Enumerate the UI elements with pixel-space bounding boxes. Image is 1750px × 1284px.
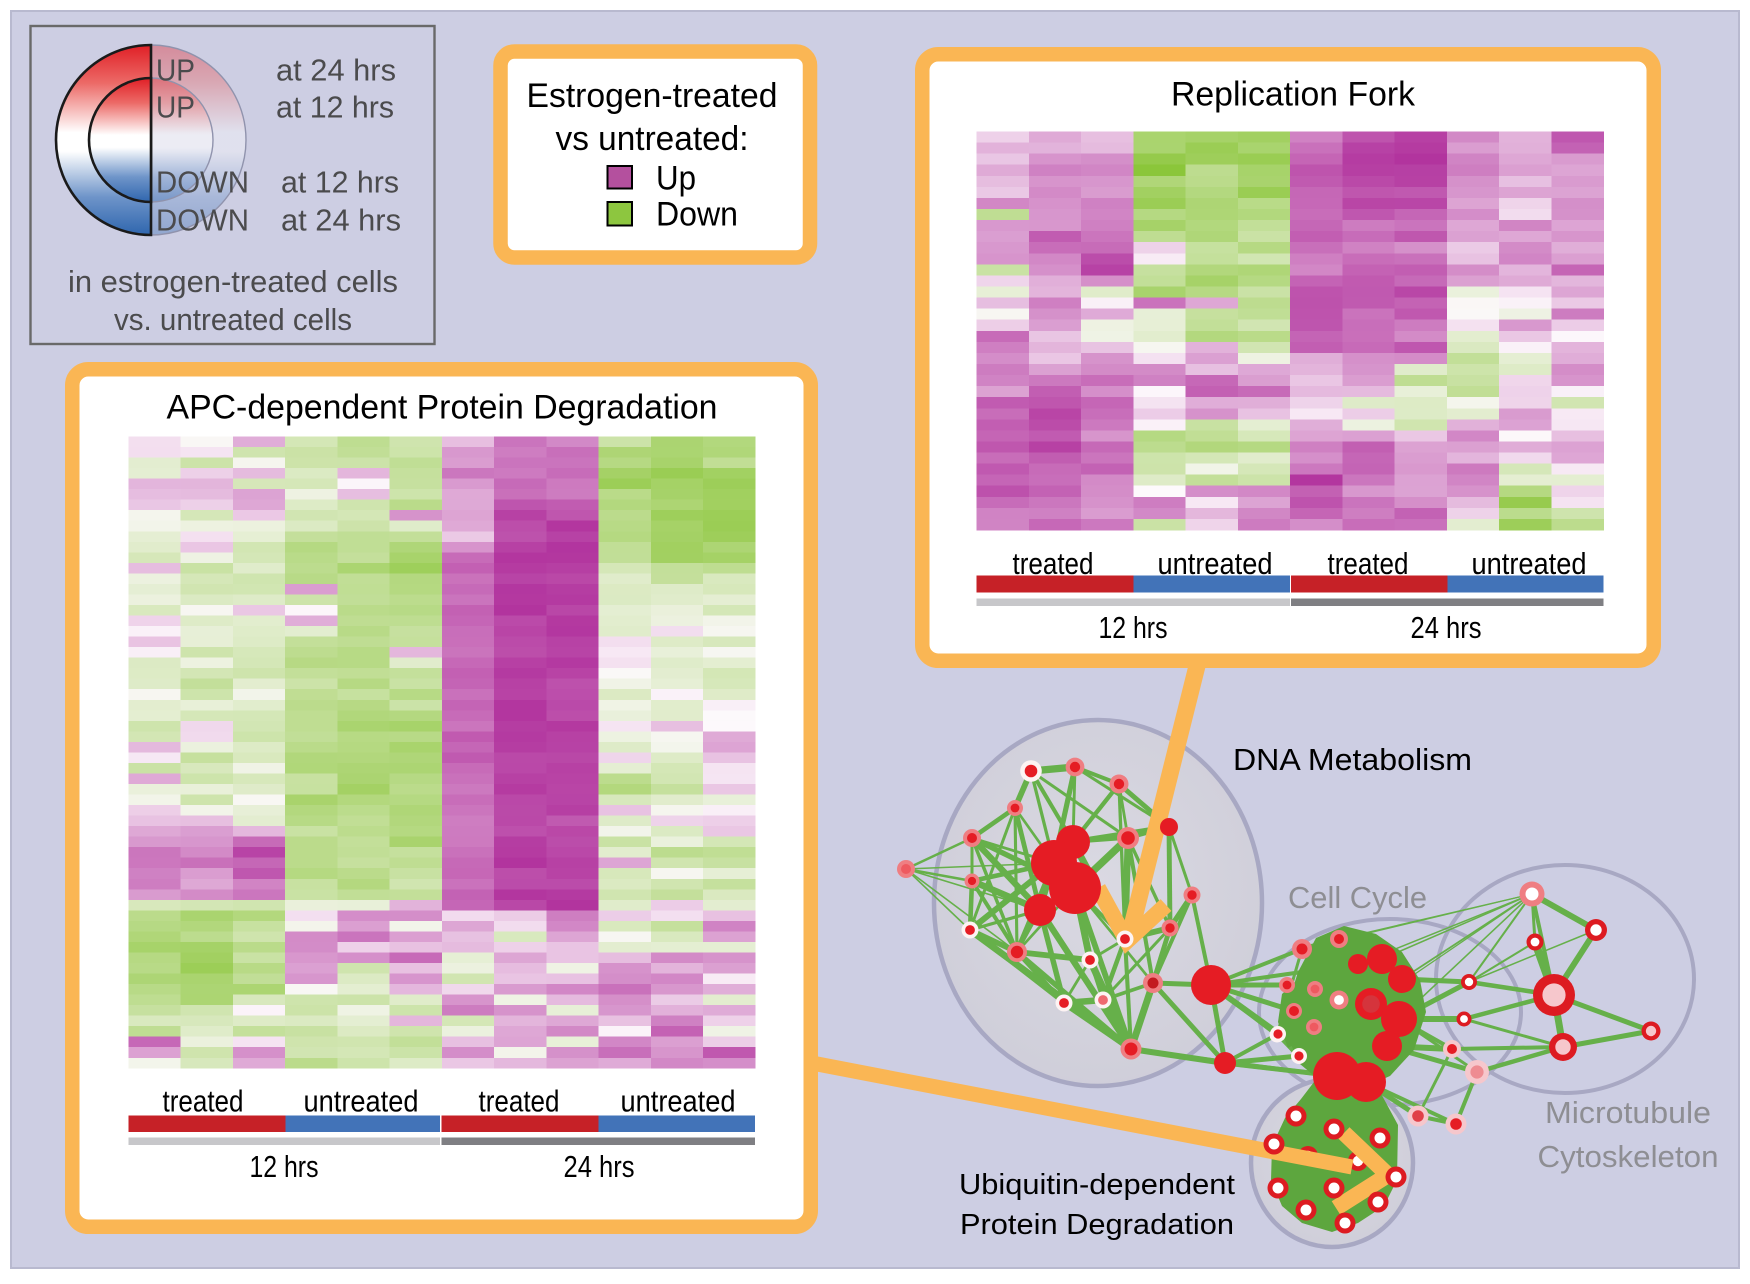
- svg-text:Replication Fork: Replication Fork: [1171, 76, 1416, 114]
- svg-text:untreated: untreated: [621, 1084, 736, 1119]
- svg-text:DOWN: DOWN: [156, 202, 249, 237]
- svg-text:DNA Metabolism: DNA Metabolism: [1233, 742, 1472, 777]
- svg-text:UP: UP: [156, 90, 195, 125]
- svg-text:at 12 hrs: at 12 hrs: [276, 90, 394, 125]
- svg-text:12 hrs: 12 hrs: [1099, 610, 1168, 645]
- svg-text:untreated: untreated: [1472, 546, 1587, 581]
- svg-text:in estrogen-treated cells: in estrogen-treated cells: [68, 264, 398, 299]
- svg-text:treated: treated: [479, 1084, 560, 1119]
- svg-text:UP: UP: [156, 53, 195, 88]
- svg-text:Estrogen-treated: Estrogen-treated: [527, 77, 778, 115]
- svg-text:Up: Up: [656, 160, 696, 198]
- svg-text:12 hrs: 12 hrs: [250, 1149, 319, 1184]
- svg-text:untreated: untreated: [304, 1084, 419, 1119]
- svg-text:at 12 hrs: at 12 hrs: [281, 165, 399, 200]
- svg-text:Protein Degradation: Protein Degradation: [960, 1209, 1234, 1241]
- svg-text:24 hrs: 24 hrs: [564, 1149, 635, 1184]
- svg-text:Cytoskeleton: Cytoskeleton: [1538, 1139, 1719, 1174]
- svg-text:at 24 hrs: at 24 hrs: [276, 53, 396, 88]
- svg-text:DOWN: DOWN: [156, 165, 249, 200]
- svg-text:treated: treated: [1328, 546, 1409, 581]
- svg-text:Ubiquitin-dependent: Ubiquitin-dependent: [959, 1169, 1235, 1201]
- svg-text:vs untreated:: vs untreated:: [556, 120, 749, 158]
- svg-text:treated: treated: [163, 1084, 244, 1119]
- svg-text:untreated: untreated: [1158, 546, 1273, 581]
- svg-text:treated: treated: [1013, 546, 1094, 581]
- svg-text:at 24 hrs: at 24 hrs: [281, 202, 401, 237]
- svg-text:Cell Cycle: Cell Cycle: [1288, 880, 1427, 915]
- svg-text:vs. untreated cells: vs. untreated cells: [114, 302, 352, 337]
- svg-text:APC-dependent Protein Degradat: APC-dependent Protein Degradation: [167, 389, 718, 427]
- svg-text:24 hrs: 24 hrs: [1411, 610, 1482, 645]
- svg-text:Microtubule: Microtubule: [1545, 1095, 1711, 1130]
- svg-text:Down: Down: [656, 196, 738, 234]
